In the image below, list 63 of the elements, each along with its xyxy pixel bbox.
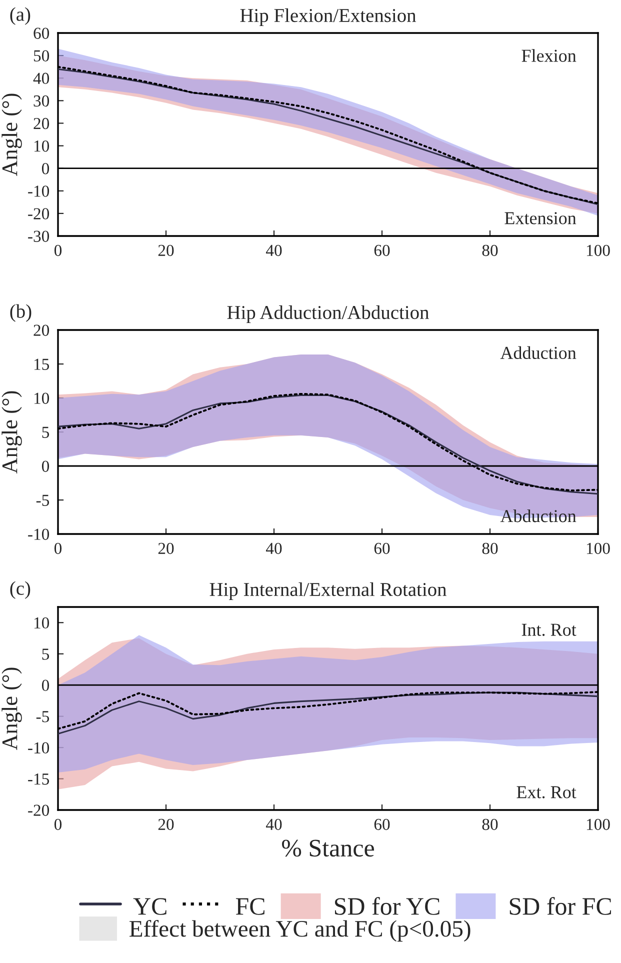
y-tick-label: 10 <box>34 392 50 404</box>
x-tick-label: 20 <box>158 542 174 554</box>
y-tick-label: 15 <box>34 358 50 370</box>
y-tick-label: 30 <box>34 95 50 107</box>
annotation: Ext. Rot <box>516 786 576 798</box>
annotation: Int. Rot <box>522 624 576 636</box>
y-tick-label: -15 <box>28 774 50 785</box>
x-tick-label: 80 <box>482 244 498 256</box>
chart-title: Hip Adduction/Abduction <box>227 305 429 324</box>
annotation: Extension <box>504 212 576 224</box>
x-tick-label: 20 <box>158 244 174 256</box>
x-tick-label: 40 <box>266 818 282 830</box>
y-tick-label: 5 <box>42 426 50 438</box>
text: (b) <box>10 304 32 322</box>
y-tick-label: 60 <box>34 28 50 39</box>
annotation: Flexion <box>522 49 576 62</box>
y-tick-label: 50 <box>34 50 50 62</box>
x-tick-label: 60 <box>374 244 390 256</box>
x-tick-label: 60 <box>374 542 390 554</box>
x-tick-label: 60 <box>374 818 390 830</box>
y-tick-label: 10 <box>34 140 50 152</box>
y-tick-label: -5 <box>36 711 50 722</box>
y-tick-label: 40 <box>33 72 50 84</box>
x-tick-label: 100 <box>586 542 610 554</box>
y-tick-label: -10 <box>28 186 50 197</box>
x-tick-label: 80 <box>482 542 498 554</box>
x-tick-label: 40 <box>266 542 282 554</box>
y-tick-label: -10 <box>28 742 50 754</box>
annotation: Adduction <box>500 346 576 359</box>
chart-title: Hip Internal/External Rotation <box>210 582 446 600</box>
legend-label: SD for YC <box>334 897 440 915</box>
y-tick-label: 20 <box>34 118 50 130</box>
x-tick-label: 100 <box>586 244 610 256</box>
y-axis-title: Angle (°) <box>2 668 22 750</box>
y-tick-label: -20 <box>28 208 50 220</box>
y-tick-label: 10 <box>34 617 50 629</box>
y-tick-label: 20 <box>34 324 50 336</box>
chart-title: Hip Flexion/Extension <box>240 8 416 26</box>
text: (c) <box>10 581 30 599</box>
y-tick-label: -10 <box>28 528 50 540</box>
x-tick-label: 0 <box>54 542 62 554</box>
legend-label: FC <box>236 898 264 915</box>
y-tick-label: 0 <box>42 460 50 472</box>
x-tick-label: 20 <box>158 818 174 830</box>
x-tick-label: 100 <box>586 818 610 830</box>
y-axis-title: Angle (°) <box>2 94 22 176</box>
legend-label: YC <box>133 898 166 915</box>
legend-label: Effect between YC and FC (p<0.05) <box>130 920 470 942</box>
x-tick-label: 0 <box>54 244 62 256</box>
y-tick-label: 0 <box>42 163 50 174</box>
legend-label: SD for FC <box>510 897 612 915</box>
y-tick-label: -30 <box>28 230 50 242</box>
y-tick-label: -5 <box>36 494 50 506</box>
y-tick-label: -20 <box>28 804 50 816</box>
text: (a) <box>10 7 30 25</box>
x-axis-title: % Stance <box>282 840 374 857</box>
y-tick-label: 0 <box>42 680 50 692</box>
x-tick-label: 40 <box>266 244 282 256</box>
y-axis-title: Angle (°) <box>2 391 22 474</box>
y-tick-label: 5 <box>42 648 50 660</box>
annotation: Abduction <box>500 509 576 522</box>
x-tick-label: 80 <box>482 818 498 830</box>
x-tick-label: 0 <box>54 818 62 830</box>
